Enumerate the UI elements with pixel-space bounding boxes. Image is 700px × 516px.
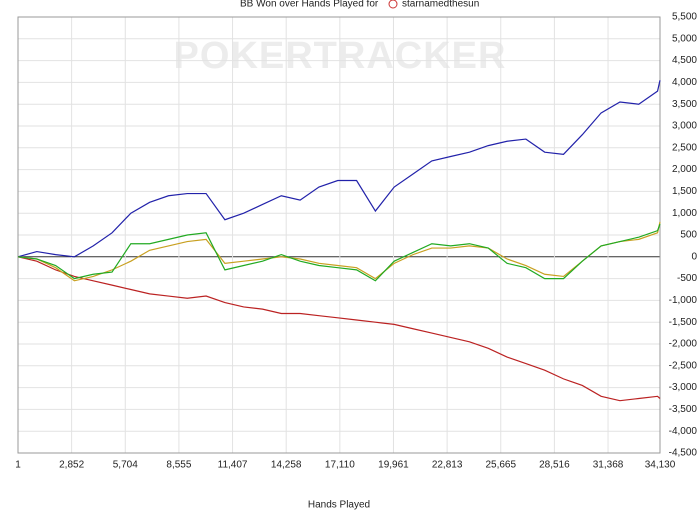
y-tick-label: 0 [691,251,697,262]
grid [17,16,661,454]
y-tick-label: 4,500 [672,55,697,66]
series-line [17,223,661,282]
y-tick-label: -2,500 [669,360,698,371]
chart-title: BB Won over Hands Played for [240,0,379,10]
y-tick-label: 3,000 [672,121,697,132]
series-line [17,221,661,282]
x-tick-label: 28,516 [539,460,570,471]
plot-frame [17,16,661,454]
y-tick-label: -4,000 [669,426,698,437]
y-tick-label: 3,500 [672,99,697,110]
y-tick-label: 4,000 [672,77,697,88]
y-tick-label: 2,000 [672,164,697,175]
series-line [17,256,661,402]
y-tick-label: 1,500 [672,186,697,197]
x-tick-label: 5,704 [113,460,138,471]
x-tick-label: 14,258 [271,460,302,471]
series-line [17,80,661,258]
y-tick-label: -500 [677,273,697,284]
x-tick-label: 11,407 [218,460,248,471]
x-tick-label: 17,110 [325,460,355,471]
y-tick-label: 5,000 [672,33,697,44]
y-tick-label: -4,500 [669,448,698,459]
x-tick-label: 19,961 [378,460,409,471]
x-tick-label: 25,665 [485,460,516,471]
x-axis-label: Hands Played [308,500,370,511]
x-tick-label: 31,368 [593,460,624,471]
x-tick-label: 8,555 [166,460,191,471]
player-name: starnamedthesun [402,0,479,10]
y-tick-label: 5,500 [672,12,697,23]
y-tick-label: -1,500 [669,317,698,328]
player-icon [388,0,398,9]
x-tick-label: 22,813 [432,460,463,471]
y-tick-label: -2,000 [669,339,698,350]
x-tick-label: 2,852 [59,460,84,471]
y-tick-label: -3,500 [669,404,698,415]
y-tick-label: -1,000 [669,295,698,306]
x-tick-label: 34,130 [645,460,676,471]
y-tick-label: 500 [680,230,697,241]
y-tick-label: 1,000 [672,208,697,219]
y-tick-label: 2,500 [672,142,697,153]
x-tick-label: 1 [15,460,21,471]
y-tick-label: -3,000 [669,382,698,393]
